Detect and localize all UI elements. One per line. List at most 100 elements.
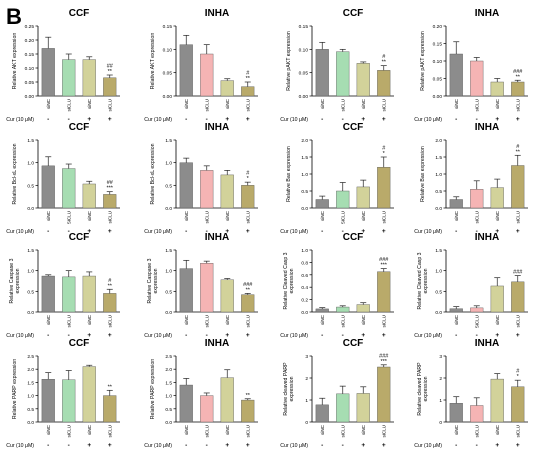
y-tick-label: 0.15 <box>299 24 309 30</box>
chart-4: INHA 0.00 0.05 0.10 0.15 0.20 Relative pAKT ex… <box>414 8 528 123</box>
bar <box>179 44 193 97</box>
bar <box>41 379 55 423</box>
chart-5: CCF 0.0 0.5 1.0 1.5 Relative Bcl-xL expressio… <box>6 122 120 235</box>
y-tick-label: 0.5 <box>435 289 442 295</box>
x-category-label: siCLU <box>340 315 345 328</box>
cur-sign: - <box>476 332 478 339</box>
x-category-label: siCLU <box>245 425 250 438</box>
y-tick-label: 0 <box>305 420 308 426</box>
bar <box>449 403 463 423</box>
bar <box>377 166 391 209</box>
bar <box>356 393 370 423</box>
y-tick-label: 0.00 <box>25 94 35 100</box>
x-category-label: siCLU <box>340 99 345 112</box>
y-tick-label: 0.0 <box>165 206 172 212</box>
bar <box>511 281 525 313</box>
y-axis-label: Relative pAKT expression <box>286 31 292 91</box>
chart-7: CCF 0.0 0.5 1.0 1.5 2.0 Relative Bax expressio… <box>280 122 394 235</box>
significance-label: ** <box>246 287 251 293</box>
significance-label: # <box>516 144 520 150</box>
cur-sign: + <box>108 442 112 449</box>
cur-sign: + <box>108 116 112 123</box>
cur-sign: + <box>87 332 91 339</box>
y-tick-label: 0.6 <box>301 273 308 279</box>
bar <box>511 165 525 209</box>
cur-sign: + <box>382 116 386 123</box>
bar <box>315 49 329 97</box>
cur-sign: + <box>516 442 520 449</box>
cur-row-label: Cur (10 μM) <box>144 117 172 123</box>
cur-row-label: Cur (10 μM) <box>144 229 172 235</box>
y-tick-label: 1.0 <box>301 248 308 254</box>
y-axis-label: Relative Bcl-xL expression <box>150 143 156 204</box>
bar <box>200 170 214 209</box>
y-tick-label: 1.5 <box>165 248 172 254</box>
cur-sign: + <box>108 332 112 339</box>
y-tick-label: 0.5 <box>301 189 308 195</box>
bar <box>241 185 255 209</box>
significance-label: # <box>246 71 250 77</box>
bar <box>241 294 255 313</box>
chart-title: INHA <box>205 8 229 19</box>
cur-sign: - <box>47 228 49 235</box>
y-tick-label: 0.0 <box>27 310 34 316</box>
bar <box>336 51 350 97</box>
x-category-label: siNC <box>184 314 189 325</box>
bar <box>336 190 350 209</box>
cur-sign: - <box>321 442 323 449</box>
significance-label: *** <box>381 263 388 269</box>
chart-title: INHA <box>475 338 499 349</box>
cur-sign: - <box>321 116 323 123</box>
y-tick-label: 0.10 <box>433 59 443 65</box>
y-tick-label: 0.20 <box>25 38 35 44</box>
y-tick-label: 1.5 <box>165 138 172 144</box>
y-tick-label: 0.0 <box>435 206 442 212</box>
bar <box>62 59 76 97</box>
cur-sign: - <box>68 332 70 339</box>
bar <box>315 308 329 313</box>
x-category-label: siCLU <box>381 315 386 328</box>
y-tick-label: 0.4 <box>301 285 308 291</box>
x-category-label: siNC <box>454 98 459 109</box>
y-tick-label: 0.20 <box>433 24 443 30</box>
y-tick-label: 0.15 <box>433 42 443 48</box>
cur-sign: - <box>321 228 323 235</box>
cur-row-label: Cur (10 μM) <box>280 229 308 235</box>
cur-sign: - <box>68 228 70 235</box>
x-category-label: siCLU <box>245 315 250 328</box>
bar <box>356 63 370 97</box>
y-tick-label: 3 <box>305 354 308 360</box>
y-tick-label: 0.05 <box>433 77 443 83</box>
x-category-label: siNC <box>225 424 230 435</box>
y-tick-label: 0.5 <box>27 407 34 413</box>
y-tick-label: 1.0 <box>435 269 442 275</box>
y-tick-label: 1.5 <box>165 380 172 386</box>
x-category-label: siNC <box>87 314 92 325</box>
cur-sign: + <box>246 228 250 235</box>
y-axis-label: Relative AKT expression <box>150 33 156 90</box>
y-tick-label: 1.0 <box>27 161 34 167</box>
x-category-label: siNC <box>495 424 500 435</box>
bar <box>200 263 214 313</box>
y-tick-label: 2.0 <box>27 367 34 373</box>
bar <box>179 268 193 313</box>
chart-10: INHA 0.0 0.5 1.0 1.5 Relative Caspase 3 expres… <box>144 232 258 339</box>
cur-sign: - <box>206 116 208 123</box>
bar <box>356 186 370 209</box>
x-category-label: siNC <box>495 210 500 221</box>
y-axis-label: Relative Bax expression <box>286 146 292 202</box>
x-category-label: siCLU <box>66 99 71 112</box>
x-category-label: siNC <box>184 98 189 109</box>
x-category-label: siCLU <box>474 99 479 112</box>
bar <box>511 386 525 423</box>
x-category-label: SiCLU <box>66 211 71 224</box>
x-category-label: siCLU <box>245 99 250 112</box>
y-tick-label: 0.5 <box>165 183 172 189</box>
cur-sign: - <box>185 332 187 339</box>
x-category-label: siCLU <box>515 315 520 328</box>
bar <box>377 366 391 423</box>
x-category-label: siNC <box>454 314 459 325</box>
cur-sign: - <box>206 332 208 339</box>
